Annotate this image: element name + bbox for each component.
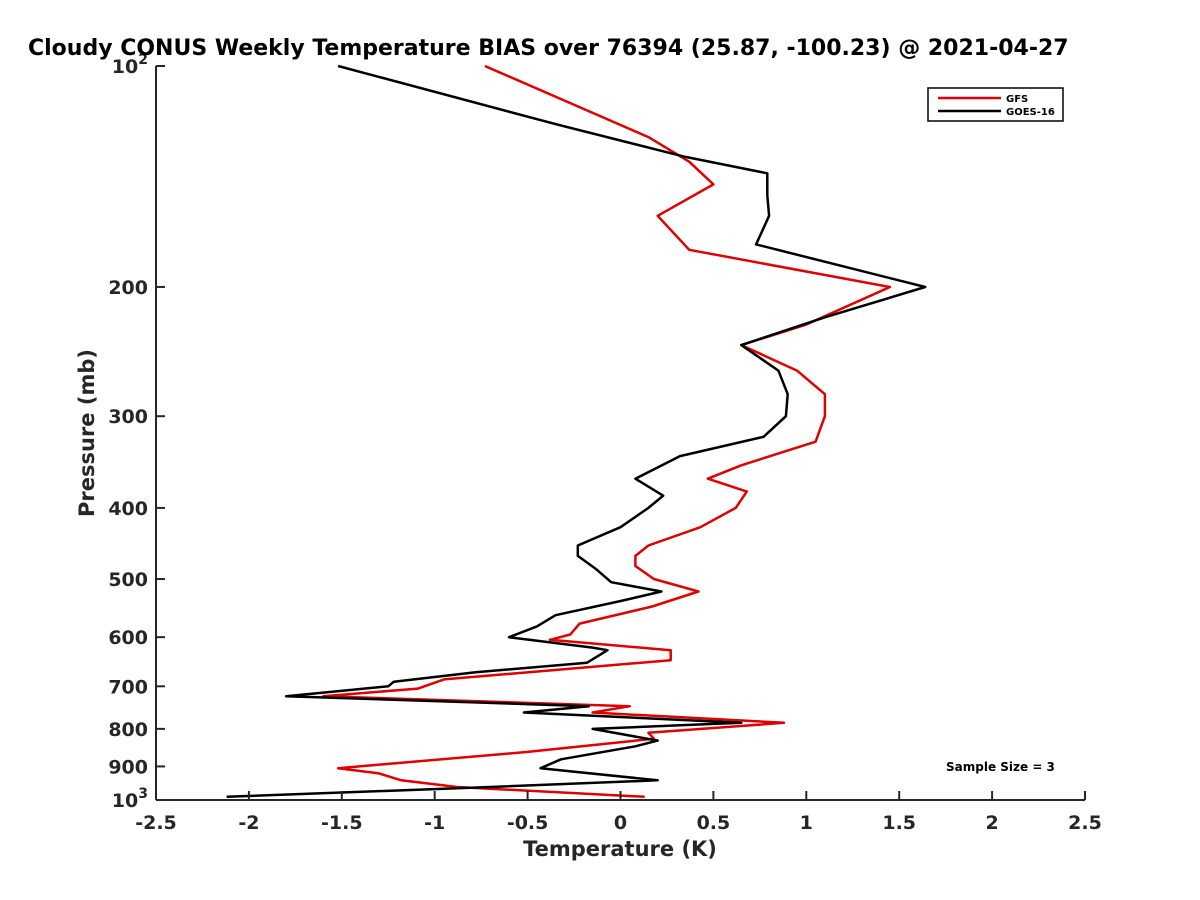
x-tick-label: -1 [424,812,445,834]
series-line-gfs [321,64,892,799]
legend-box [927,87,1064,122]
ticks: -2.5 -2 -1.5 -1 -0.5 0 0.5 1 1.5 2 2.5102200300400… [108,52,1102,834]
series-line-goes16 [226,64,927,799]
chart-title: Cloudy CONUS Weekly Temperature BIAS ove… [28,36,1069,61]
sample-size-note: Sample Size = 3 [946,760,1055,774]
x-tick-label: 0 [614,812,627,834]
y-tick-label: 900 [108,756,148,778]
x-tick-label: 0.5 [697,812,731,834]
y-tick-label: 200 [108,277,148,299]
x-tick-label: -0.5 [507,812,549,834]
x-tick-label: -1.5 [321,812,363,834]
y-tick-label: 500 [108,569,148,591]
x-tick-label: 2 [985,812,998,834]
y-axis-label: Pressure (mb) [75,349,99,517]
y-tick-label: 300 [108,406,148,428]
y-tick-label: 800 [108,719,148,741]
legend: GFS GOES-16 [927,87,1064,122]
x-tick-label: 1 [800,812,813,834]
legend-label-gfs: GFS [1006,94,1028,105]
y-tick-label: 400 [108,498,148,520]
x-tick-label: 2.5 [1068,812,1102,834]
x-tick-label: -2.5 [135,812,177,834]
x-axis-label: Temperature (K) [523,837,717,861]
x-tick-label: -2 [238,812,259,834]
y-tick-label: 103 [112,786,148,812]
axes [155,66,1085,801]
y-tick-label: 700 [108,676,148,698]
series-layer [226,64,927,799]
legend-label-goes16: GOES-16 [1006,107,1055,118]
y-tick-label: 600 [108,627,148,649]
x-tick-label: 1.5 [882,812,916,834]
